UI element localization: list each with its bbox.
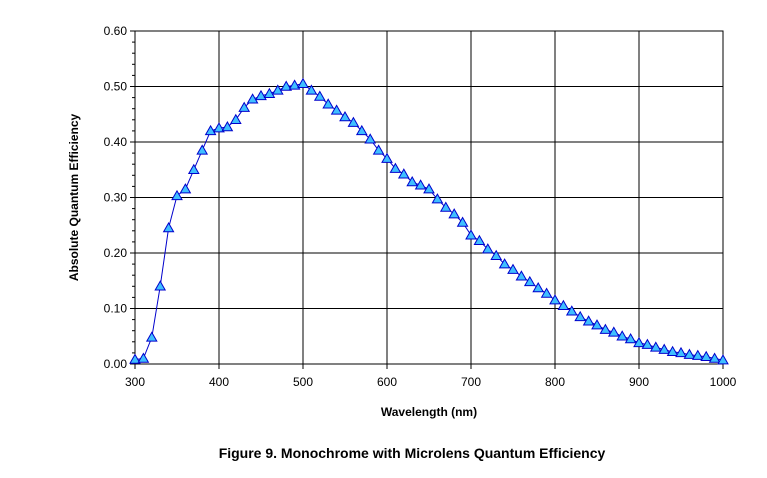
data-point-marker [406,175,419,187]
data-point-marker [162,222,175,233]
data-point-marker [666,345,679,357]
y-tick-label: 0.20 [104,246,128,260]
data-point-marker [456,216,469,227]
data-point-marker [246,93,259,104]
data-point-marker [389,162,402,173]
data-point-marker [238,101,251,112]
data-point-marker [565,305,578,316]
data-point-marker [305,84,318,95]
data-point-marker [137,352,150,363]
y-tick-label: 0.50 [104,80,128,94]
y-tick-label: 0.60 [104,24,128,38]
data-point-marker [330,104,343,115]
data-point-marker [540,287,553,298]
data-point-marker [708,352,721,363]
data-point-marker [322,98,335,109]
data-point-marker [355,124,368,136]
x-tick-label: 900 [629,375,649,389]
data-point-marker [221,121,234,132]
series-layer [129,77,729,365]
data-point-marker [700,350,713,362]
y-tick-label: 0.10 [104,302,128,316]
data-point-marker [347,116,360,127]
y-tick-label: 0.00 [104,357,128,371]
data-point-marker [507,263,519,274]
data-point-marker [229,113,242,125]
data-point-marker [339,111,351,122]
data-point-marker [607,326,620,337]
data-point-marker [641,338,654,349]
data-point-marker [154,280,167,291]
data-point-marker [683,348,696,359]
x-tick-label: 700 [461,375,481,389]
data-point-marker [271,84,284,95]
data-point-marker [448,208,461,219]
data-point-marker [649,341,662,352]
data-point-marker [255,89,267,101]
data-point-marker [465,229,477,240]
data-point-marker [481,243,494,254]
data-point-marker [145,331,158,342]
data-point-marker [557,299,570,310]
data-point-marker [423,183,435,194]
data-point-marker [515,270,528,281]
figure-caption: Figure 9. Monochrome with Microlens Quan… [218,445,606,461]
x-tick-label: 600 [377,375,397,389]
x-tick-label: 1000 [710,375,737,389]
y-tick-label: 0.30 [104,191,128,205]
data-point-marker [549,294,561,305]
data-point-marker [532,281,545,293]
x-tick-label: 500 [293,375,313,389]
data-point-marker [624,333,637,344]
data-point-marker [263,87,276,98]
y-axis-ticks: 0.00 0.10 0.20 0.30 0.40 0.50 0.60 [104,24,135,371]
data-point-marker [372,144,385,155]
data-point-marker [397,168,410,179]
x-tick-label: 800 [545,375,565,389]
data-point-marker [196,144,209,155]
data-point-marker [280,80,293,91]
x-axis-ticks: 300 400 500 600 700 800 900 1000 [125,364,737,389]
data-point-marker [439,201,452,212]
gridlines [134,30,724,365]
data-point-marker [187,163,200,174]
data-point-marker [498,258,511,269]
data-point-marker [616,330,629,341]
data-point-marker [288,79,301,90]
x-tick-label: 300 [125,375,145,389]
data-point-marker [591,319,603,330]
data-point-marker [658,343,671,354]
data-point-marker [490,249,503,261]
data-point-marker [129,353,141,364]
data-point-marker [313,90,326,101]
data-point-marker [364,133,377,144]
data-point-marker [213,122,225,133]
series-line [134,83,724,361]
data-point-marker [179,183,192,194]
x-axis-title: Wavelength (nm) [381,405,477,419]
data-point-marker [431,193,444,204]
data-point-marker [717,354,729,365]
y-axis-title: Absolute Quantum Efficiency [67,113,81,281]
data-point-marker [473,234,486,246]
data-point-marker [414,179,427,190]
data-point-marker [574,310,587,322]
y-tick-label: 0.40 [104,135,128,149]
data-point-marker [691,349,704,360]
data-point-marker [523,275,536,287]
x-tick-label: 400 [209,375,229,389]
data-point-marker [381,152,393,163]
data-point-marker [633,336,645,348]
data-point-marker [297,77,309,88]
data-point-marker [204,124,217,136]
data-point-marker [675,346,687,358]
data-point-marker [599,323,612,334]
data-point-marker [171,189,183,201]
data-point-marker [582,315,595,326]
